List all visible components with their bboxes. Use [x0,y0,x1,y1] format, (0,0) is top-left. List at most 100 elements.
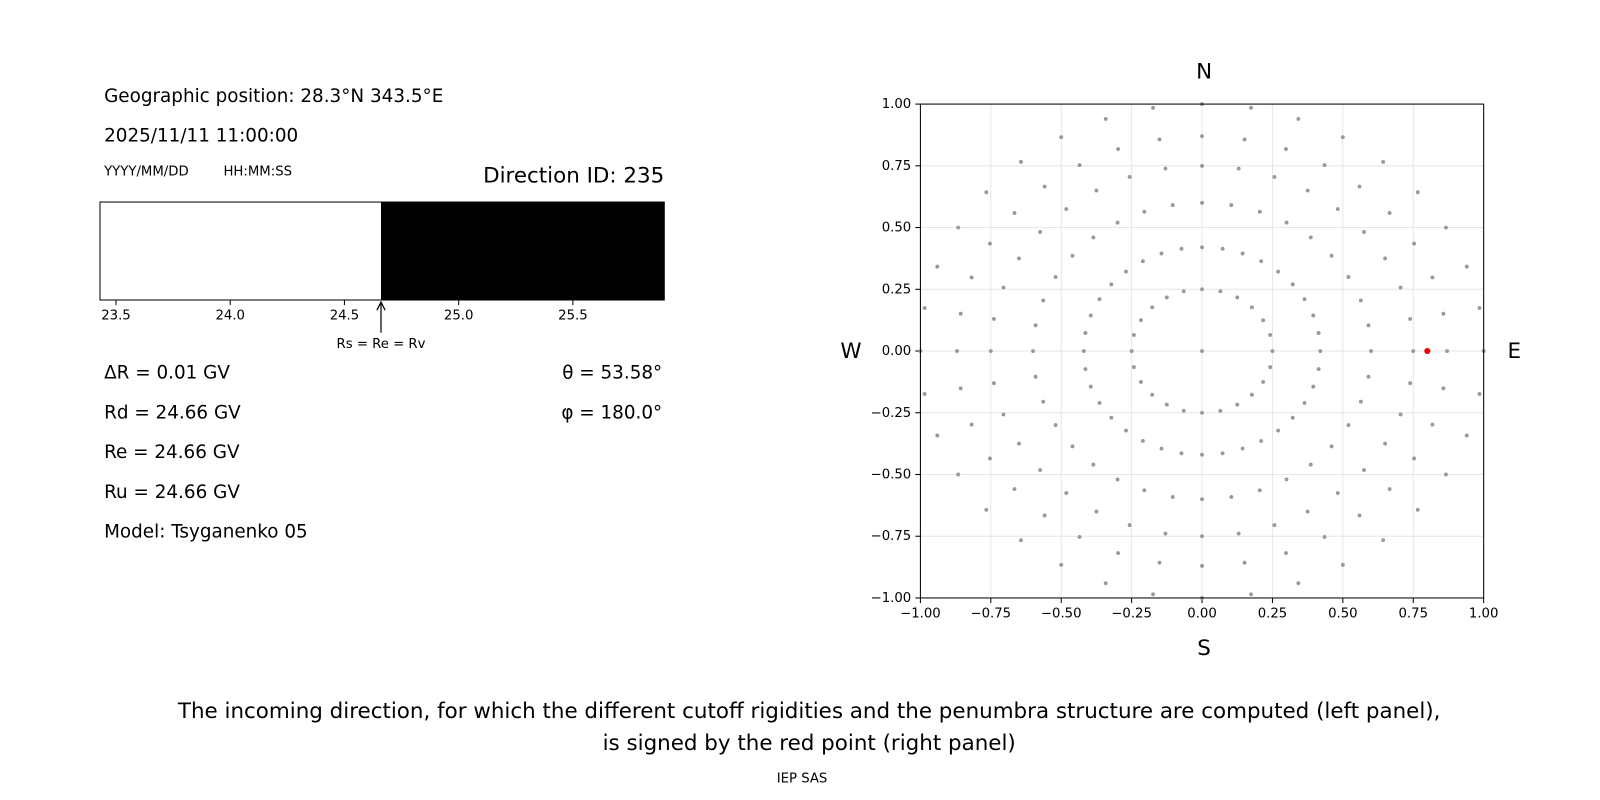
direction-point [1346,423,1351,428]
y-tick-label: −0.25 [871,406,912,421]
direction-point [1268,333,1273,337]
direction-point [969,422,974,427]
direction-point [958,386,963,391]
x-tick-label: −0.50 [1041,606,1082,621]
direction-point [1200,287,1204,292]
y-tick-label: 0.25 [882,282,912,297]
re: Re = 24.66 GV [104,442,240,463]
x-tick-label: −1.00 [900,606,941,621]
direction-point [1296,581,1301,586]
phi: φ = 180.0° [561,402,662,423]
direction-point [988,349,993,353]
direction-point [969,275,974,280]
direction-point [1408,316,1413,321]
y-tick-label: 0.00 [882,344,912,359]
direction-point [1157,137,1162,142]
direction-point [1366,374,1371,379]
direction-point [1103,581,1108,586]
direction-point [1276,269,1281,274]
direction-point [1151,592,1155,597]
direction-point [1284,220,1289,225]
direction-point [1200,349,1204,353]
direction-point [1340,562,1345,567]
direction-point [1398,412,1403,417]
direction-point [1070,444,1075,449]
direction-point [1261,379,1266,384]
direction-point [1140,438,1145,443]
direction-point [1443,225,1448,230]
direction-point [1053,275,1058,279]
direction-point [1261,318,1266,323]
direction-point [1229,495,1234,499]
date-format: YYYY/MM/DD [103,164,189,179]
direction-point [1415,190,1420,195]
direction-point [1097,297,1102,302]
direction-point [1001,412,1006,417]
direction-point [1272,523,1277,528]
direction-point [1077,535,1082,539]
datetime: 2025/11/11 11:00:00 [104,126,298,147]
direction-point [1218,289,1223,294]
direction-point [935,264,940,269]
direction-point [1124,428,1128,433]
direction-point [1318,349,1323,353]
direction-point [1115,220,1120,225]
direction-point [1181,408,1186,413]
direction-point [1249,592,1253,597]
caption-line: is signed by the red point (right panel) [603,731,1016,756]
y-tick-label: −1.00 [871,591,912,606]
x-tick-label: −0.75 [971,606,1012,621]
direction-point [1200,163,1204,168]
direction-point [1235,402,1240,407]
direction-point [922,306,927,310]
x-tick-label: 25.5 [558,308,588,323]
direction-point [1381,538,1386,543]
direction-point [956,472,961,477]
direction-point [1272,174,1277,179]
direction-point [1041,298,1046,303]
y-tick-label: 0.75 [882,159,912,174]
direction-point [935,433,940,438]
direction-point [1131,333,1136,337]
annotation: Rs = Re = Rv [337,337,426,352]
direction-point [1142,488,1147,493]
axes-frame [919,103,1485,599]
direction-point [1017,256,1021,261]
direction-point [1424,347,1431,355]
direction-point [1059,562,1064,567]
direction-point [991,316,996,321]
direction-point [1305,188,1310,193]
x-tick-label: 0.75 [1399,606,1429,621]
direction-point [1308,235,1313,240]
direction-point [1001,285,1006,290]
direction-point [1200,563,1204,568]
direction-point [1170,203,1175,208]
direction-point [1290,415,1295,420]
arrow-head [376,300,386,311]
direction-point [1443,472,1448,477]
direction-point [1441,386,1446,391]
direction-point [988,241,992,246]
direction-point [1164,295,1169,300]
direction-point [1159,251,1164,256]
direction-point [1038,230,1043,234]
direction-point [1088,384,1093,389]
time-format: HH:MM:SS [223,164,292,179]
direction-point [1127,523,1132,528]
x-tick-label: 0.50 [1328,606,1358,621]
direction-point [1200,534,1204,539]
direction-point [1412,456,1417,461]
compass-south: S [1197,636,1211,661]
direction-point [1059,135,1064,140]
direction-point [1464,264,1469,269]
direction-point [1124,269,1128,274]
direction-point [1088,313,1093,318]
direction-point [1411,349,1416,353]
x-tick-label: 23.5 [101,308,131,323]
direction-point [1302,400,1307,405]
x-tick-label: 1.00 [1469,606,1499,621]
direction-point [956,225,961,230]
direction-point [1115,477,1120,482]
direction-point [1012,211,1017,215]
direction-point [1249,392,1254,397]
